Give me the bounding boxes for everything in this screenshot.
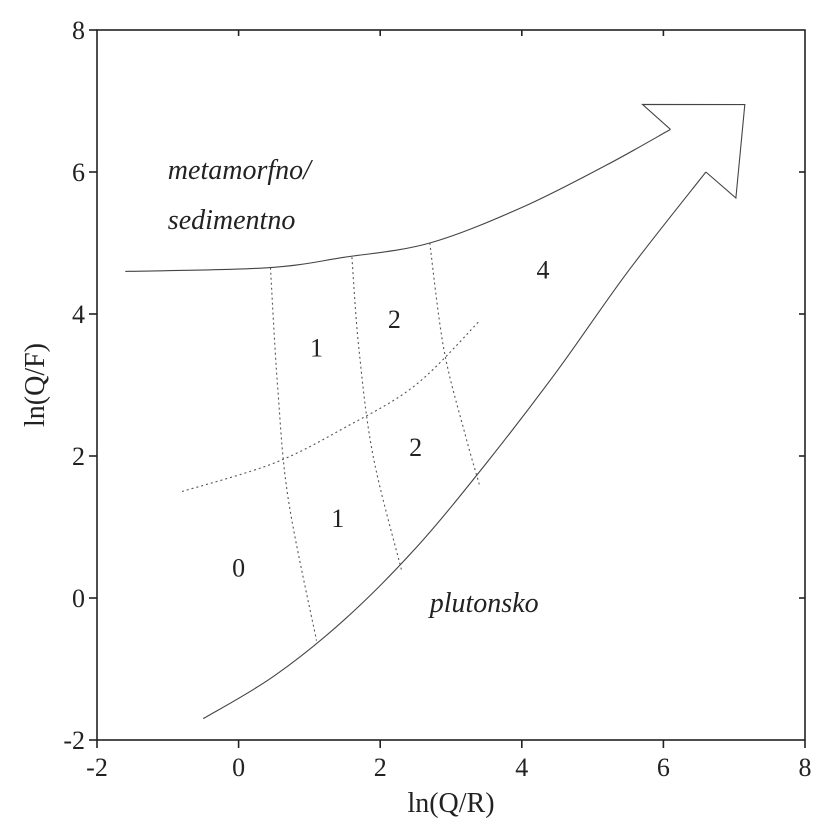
region-label: 2 (388, 305, 401, 334)
field-label: sedimentno (168, 205, 296, 236)
y-tick-label: 2 (72, 442, 85, 471)
arrow-head-outline (641, 103, 746, 200)
y-axis-label: ln(Q/F) (20, 343, 51, 427)
field-label: plutonsko (428, 588, 539, 619)
region-label: 4 (537, 256, 550, 285)
annotations: metamorfno/sedimentno plutonsko 0 1 1 2 2 4 (168, 155, 550, 619)
y-tick-label: 4 (72, 300, 85, 329)
x-tick-label: 0 (232, 753, 245, 782)
region-label: 0 (232, 554, 245, 583)
axis-ticks: -2 0 2 4 6 8 -2 0 2 4 6 8 (63, 16, 811, 782)
region-label: 1 (331, 504, 344, 533)
y-tick-label: 0 (72, 584, 85, 613)
x-tick-label: -2 (86, 753, 108, 782)
field-label: metamorfno/ (168, 155, 313, 186)
x-tick-label: 6 (657, 753, 670, 782)
middle-dotted-curve (181, 320, 480, 493)
boundary-curves (125, 128, 707, 720)
arrow-head (641, 103, 746, 200)
y-tick-label: -2 (63, 726, 85, 755)
x-axis-label: ln(Q/R) (407, 788, 494, 819)
plot-frame (96, 29, 806, 741)
y-tick-label: 8 (72, 16, 85, 45)
x-tick-label: 8 (799, 753, 812, 782)
lower-boundary-curve (202, 171, 707, 720)
divider-curve-3 (429, 242, 480, 485)
divider-curve-1 (269, 267, 318, 641)
region-label: 1 (310, 334, 323, 363)
x-tick-label: 4 (515, 753, 528, 782)
region-label: 2 (409, 433, 422, 462)
y-tick-label: 6 (72, 158, 85, 187)
x-tick-label: 2 (374, 753, 387, 782)
